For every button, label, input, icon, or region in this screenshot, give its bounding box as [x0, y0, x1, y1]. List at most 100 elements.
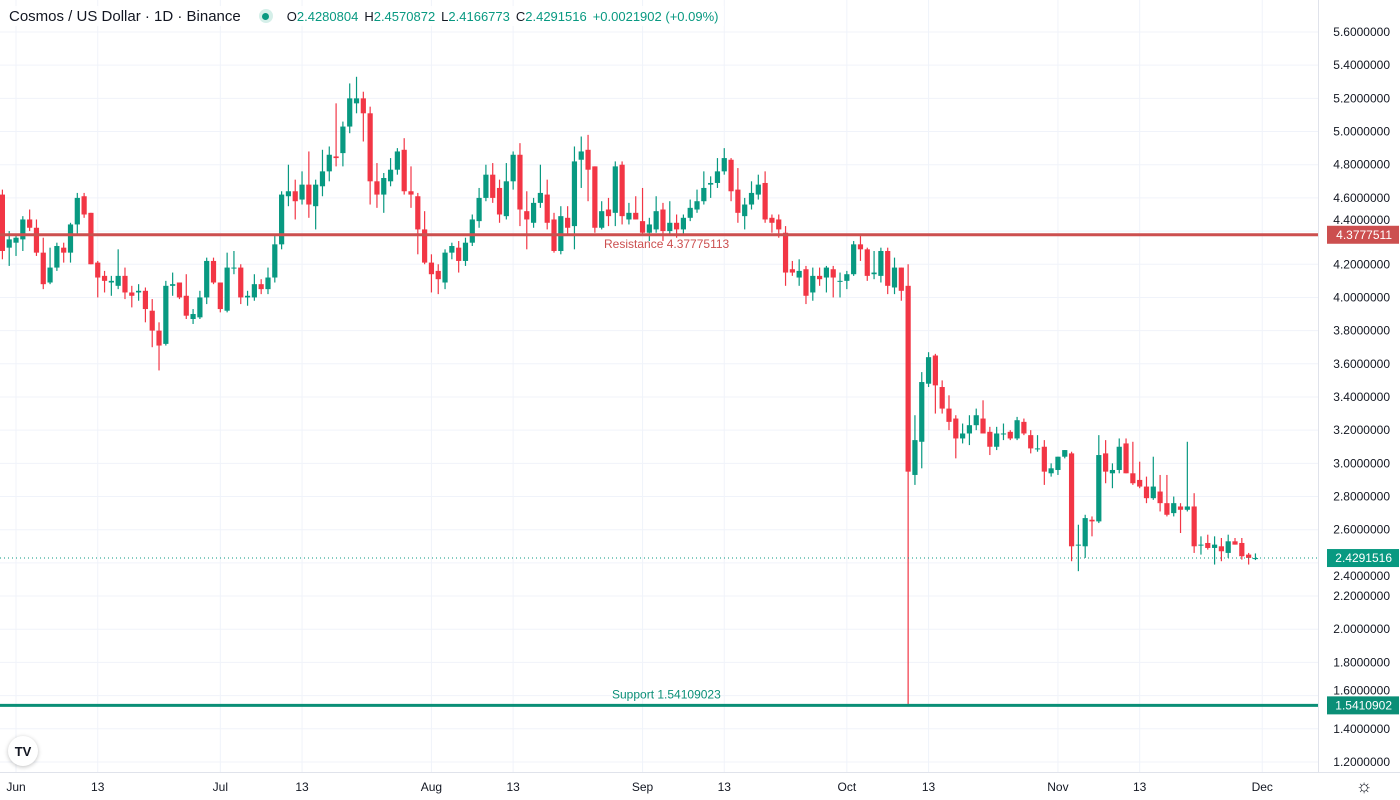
candle-body: [803, 269, 809, 296]
candle-up: [1225, 534, 1231, 558]
candle-body: [387, 169, 394, 182]
candle-down: [905, 264, 911, 706]
candle-body: [1041, 446, 1047, 472]
candle-up: [1252, 553, 1259, 561]
candle-down: [183, 274, 189, 320]
candle-body: [258, 284, 264, 290]
candle-down: [1157, 474, 1163, 512]
candle-up: [708, 176, 714, 198]
candle-body: [299, 184, 305, 200]
candle-down: [217, 282, 223, 313]
candle-body: [789, 269, 795, 273]
grid: [0, 0, 1318, 772]
candle-body: [1062, 450, 1068, 457]
candle-up: [1198, 536, 1204, 555]
candle-down: [1218, 537, 1224, 562]
candle-body: [1000, 433, 1007, 435]
gear-icon[interactable]: ☼: [1355, 776, 1373, 796]
candle-down: [1089, 516, 1095, 537]
candle-up: [960, 423, 966, 444]
candle-body: [6, 239, 12, 248]
candle-body: [333, 156, 339, 159]
candle-body: [136, 290, 142, 293]
low-label: L: [441, 8, 449, 24]
candle-body: [1143, 486, 1150, 499]
price-axis-bg: [1318, 0, 1400, 800]
candle-down: [428, 254, 435, 293]
candle-body: [435, 270, 441, 280]
candle-body: [735, 189, 741, 213]
candle-body: [1014, 420, 1020, 439]
candle-body: [851, 244, 857, 275]
candle-up: [1150, 456, 1156, 500]
candle-body: [47, 267, 53, 283]
time-tick-label: 13: [1133, 780, 1147, 794]
candle-body: [285, 191, 292, 197]
tradingview-logo[interactable]: TV: [8, 736, 38, 766]
candle-body: [374, 181, 380, 195]
candle-up: [1000, 423, 1007, 441]
candle-down: [435, 264, 441, 295]
candle-body: [1082, 518, 1088, 547]
candle-body: [530, 202, 537, 223]
candle-up: [503, 163, 509, 220]
price-tick-label: 4.2000000: [1333, 257, 1390, 271]
candle-down: [544, 179, 550, 230]
candle-up: [510, 151, 516, 190]
candle-up: [871, 250, 877, 280]
time-tick-label: 13: [718, 780, 732, 794]
price-tick-label: 5.6000000: [1333, 25, 1390, 39]
candle-down: [1007, 430, 1013, 441]
candle-down: [605, 197, 612, 227]
candle-down: [1068, 451, 1075, 562]
candle-body: [1068, 453, 1075, 547]
candle-down: [857, 236, 864, 261]
candle-body: [88, 212, 94, 265]
candle-body: [326, 154, 332, 172]
candle-body: [101, 275, 108, 281]
candle-down: [422, 211, 428, 265]
candle-down: [1028, 430, 1034, 454]
candle-up: [680, 214, 686, 235]
candle-body: [912, 440, 918, 475]
candle-down: [292, 179, 298, 220]
price-tags: 4.3777511 2.4291516 1.5410902: [1327, 225, 1399, 715]
candle-body: [224, 267, 230, 311]
candle-body: [1211, 544, 1218, 548]
candle-body: [129, 292, 135, 296]
candle-down: [1246, 552, 1252, 565]
symbol-title[interactable]: Cosmos / US Dollar · 1D · Binance: [9, 7, 241, 25]
candle-body: [585, 149, 591, 170]
time-axis[interactable]: Jun 13 Jul 13 Aug 13 Sep 13 Oct 13 Nov 13 Dec: [0, 772, 1400, 795]
candle-down: [490, 163, 496, 203]
candle-body: [217, 282, 223, 310]
time-tick-label: Jul: [213, 780, 228, 794]
time-tick-label: Nov: [1047, 780, 1068, 794]
candle-up: [319, 149, 326, 197]
levels[interactable]: Resistance 4.37775113 Support 1.54109023: [0, 233, 1318, 707]
candle-down: [1239, 537, 1245, 560]
candle-body: [599, 211, 605, 228]
candle-body: [517, 154, 523, 210]
candle-down: [360, 91, 366, 142]
support-price-tag: 1.5410902: [1335, 698, 1392, 712]
candle-down: [639, 187, 646, 235]
candle-down: [456, 241, 462, 273]
candle-body: [81, 196, 87, 215]
time-tick-label: 13: [922, 780, 936, 794]
candle-body: [1232, 541, 1238, 545]
candle-down: [953, 415, 959, 459]
open-value: 2.4280804: [296, 8, 359, 24]
price-axis[interactable]: 5.6000000 5.4000000 5.2000000 5.0000000 4.80…: [1318, 0, 1400, 800]
candle-up: [578, 136, 584, 188]
candle-up: [558, 206, 564, 255]
candle-up: [667, 201, 673, 235]
candle-down: [1177, 503, 1184, 534]
price-tick-label: 2.8000000: [1333, 490, 1390, 504]
candle-down: [817, 267, 823, 286]
candle-body: [708, 182, 714, 185]
candle-down: [565, 206, 571, 235]
candle-up: [381, 173, 387, 213]
candle-body: [1096, 455, 1102, 522]
